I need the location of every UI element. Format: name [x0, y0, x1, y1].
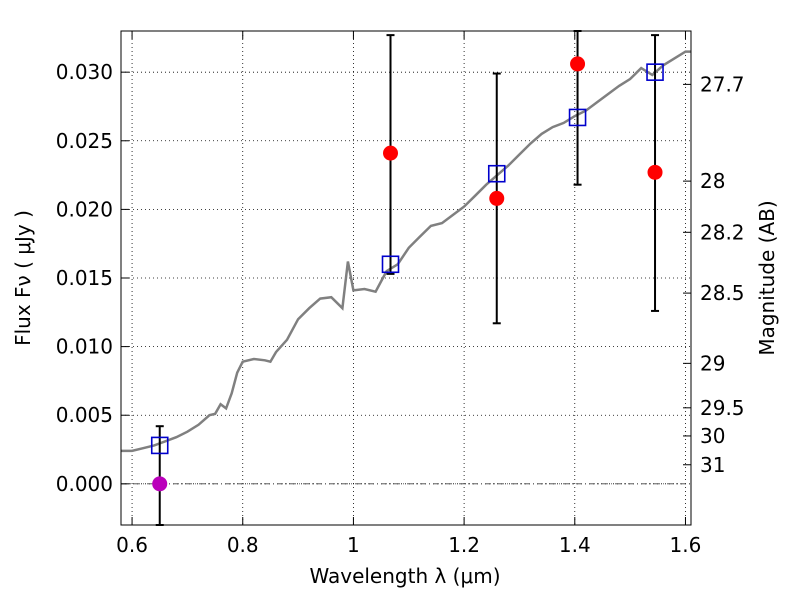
x-axis-label: Wavelength λ (μm)	[309, 564, 500, 588]
mag-tick-label: 28.5	[700, 281, 745, 305]
y-tick-label: 0.025	[56, 129, 113, 153]
observed-point	[570, 56, 586, 72]
model-photometry-square	[568, 108, 587, 127]
mag-tick-label: 29.5	[700, 396, 745, 420]
model-photometry-square	[487, 164, 506, 183]
mag-tick-label: 31	[700, 453, 725, 477]
observed-point	[647, 164, 663, 180]
model-spectrum-line	[121, 50, 691, 453]
observed-point	[383, 145, 399, 161]
model-photometry-square	[150, 436, 169, 455]
model-photometry-square	[646, 63, 664, 81]
model-photometry-square	[381, 255, 400, 274]
mag-tick-label: 30	[700, 424, 725, 448]
y-tick-label: 0.010	[56, 335, 113, 359]
mag-tick-label: 27.7	[700, 72, 745, 96]
axis-ticks: 0.6 0.8 1 1.2 1.4 1.6 0.000 0.005 0.010 0.015 0.02…	[56, 31, 745, 557]
x-tick-label: 1.4	[559, 533, 591, 557]
nondetection-point	[152, 476, 168, 492]
mag-tick-label: 29	[700, 351, 725, 375]
x-tick-label: 1.2	[448, 533, 480, 557]
x-tick-label: 0.6	[116, 533, 148, 557]
y-tick-label: 0.005	[56, 403, 113, 427]
y-tick-label: 0.020	[56, 197, 113, 221]
y-axis-label-right: Magnitude (AB)	[755, 200, 779, 355]
y-tick-label: 0.030	[56, 60, 113, 84]
y-tick-label: 0.000	[56, 472, 113, 496]
observed-point	[489, 190, 505, 206]
x-tick-label: 1.6	[670, 533, 702, 557]
error-bars	[155, 30, 660, 526]
y-axis-label-left: Flux Fν ( μJy )	[11, 210, 35, 346]
y-tick-label: 0.015	[56, 266, 113, 290]
mag-tick-label: 28.2	[700, 220, 745, 244]
grid-lines	[121, 31, 691, 525]
x-tick-label: 1	[347, 533, 360, 557]
observed-points	[152, 56, 663, 492]
x-tick-label: 0.8	[227, 533, 259, 557]
mag-tick-label: 28	[700, 169, 725, 193]
model-photometry-markers	[150, 63, 664, 455]
